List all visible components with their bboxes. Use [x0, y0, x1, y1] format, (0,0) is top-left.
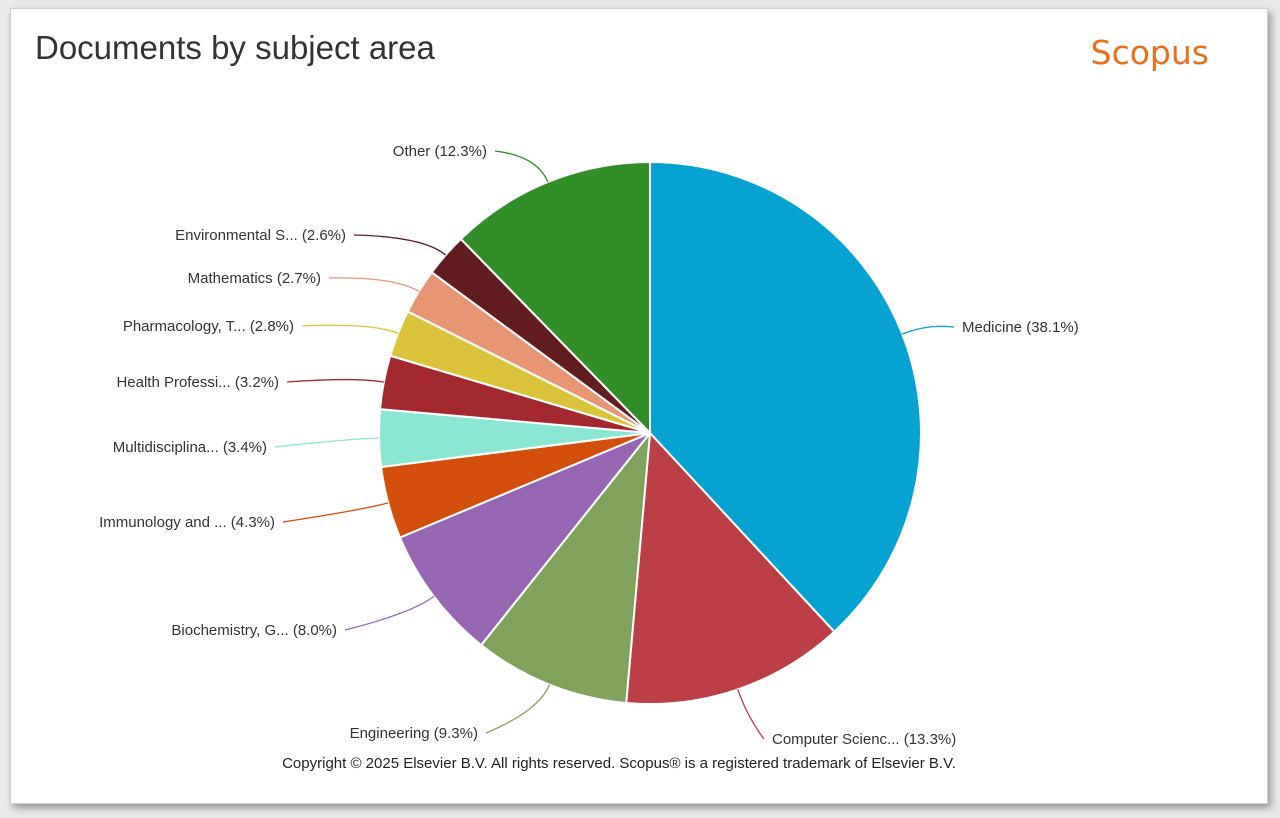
leader-line [282, 502, 389, 523]
slice-label: Health Professi... (3.2%) [116, 374, 279, 391]
pie-slice[interactable] [479, 429, 652, 705]
slice-label: Multidisciplina... (3.4%) [113, 439, 267, 456]
leader-line [301, 324, 399, 334]
leader-line [286, 378, 384, 383]
leader-line [344, 595, 435, 631]
leader-line [328, 277, 420, 292]
leader-line [494, 150, 549, 183]
pie-slice[interactable] [398, 432, 651, 647]
page-title: Documents by subject area [35, 29, 435, 66]
leader-line [353, 234, 447, 256]
slice-label: Mathematics (2.7%) [188, 270, 321, 287]
leader-line [737, 689, 765, 740]
pie-slice[interactable] [649, 160, 922, 634]
slice-label: Other (12.3%) [393, 143, 487, 160]
slice-label: Engineering (9.3%) [350, 725, 478, 742]
slice-label: Environmental S... (2.6%) [175, 227, 346, 244]
pie-slice[interactable] [625, 430, 836, 705]
scopus-logo: Scopus [1090, 33, 1209, 72]
leader-line [274, 437, 380, 448]
slice-label: Pharmacology, T... (2.8%) [123, 318, 294, 335]
slice-label: Medicine (38.1%) [962, 319, 1079, 336]
leader-line [902, 325, 955, 335]
slice-label: Biochemistry, G... (8.0%) [171, 622, 337, 639]
slice-label: Computer Scienc... (13.3%) [772, 731, 956, 748]
leader-line [485, 684, 551, 734]
slice-label: Immunology and ... (4.3%) [99, 514, 275, 531]
copyright-notice: Copyright © 2025 Elsevier B.V. All right… [282, 755, 956, 772]
